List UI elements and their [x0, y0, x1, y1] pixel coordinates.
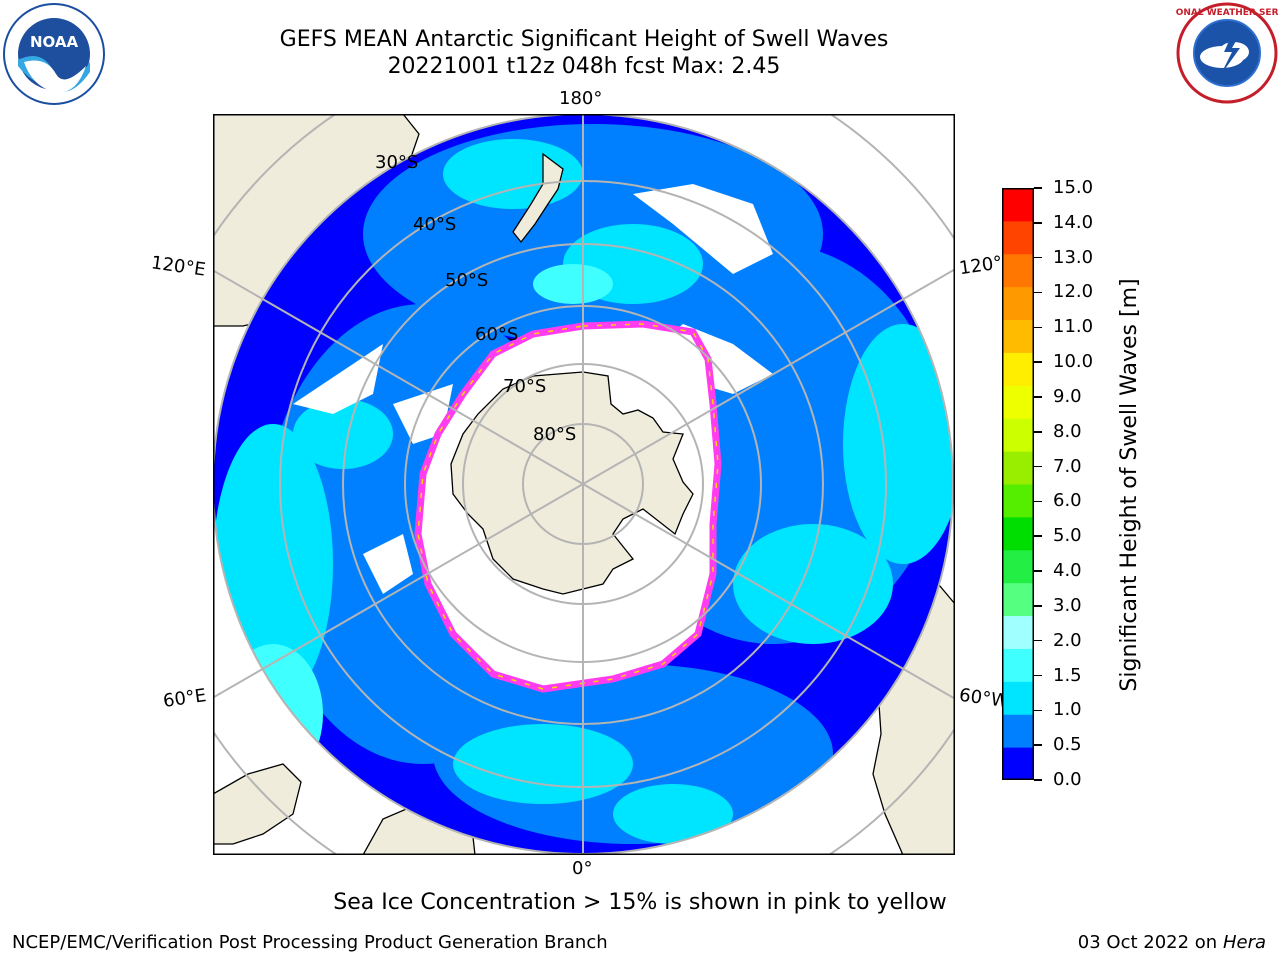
colorbar-tick-label: 0.0 [1053, 769, 1082, 790]
title-line-1: GEFS MEAN Antarctic Significant Height o… [279, 27, 889, 52]
colorbar-segment [1002, 681, 1034, 715]
meridian-line [582, 483, 955, 700]
colorbar-tick-label: 1.0 [1053, 699, 1082, 721]
colorbar-tick-mark [1034, 639, 1042, 642]
footer-date-text: 03 Oct 2022 on [1077, 932, 1223, 953]
colorbar-segment [1002, 484, 1034, 518]
footer-host: Hera [1222, 932, 1266, 953]
colorbar-tick-mark [1034, 500, 1042, 503]
colorbar-tick-mark [1034, 570, 1042, 572]
colorbar-segment [1002, 220, 1034, 255]
meridian-line [213, 483, 584, 699]
lat-label-60s: 60°S [475, 324, 519, 345]
polar-map-canvas [213, 114, 955, 855]
colorbar [1002, 188, 1034, 780]
lon-label-0: 0° [572, 858, 593, 879]
colorbar-tick-label: 4.0 [1053, 560, 1082, 582]
national-weather-service-logo: NATIONAL WEATHER SERVICE [1176, 2, 1278, 104]
colorbar-tick-mark [1034, 535, 1042, 537]
colorbar-segment [1002, 615, 1034, 649]
polar-map: 180° 120°E 120°W 60°E 60°W 0° 30°S 40°S … [150, 88, 1022, 879]
colorbar-segment [1002, 747, 1034, 780]
new-zealand-landmass [512, 152, 564, 244]
colorbar-segment [1002, 253, 1034, 288]
colorbar-tick-label: 11.0 [1053, 316, 1094, 338]
lat-label-80s: 80°S [533, 424, 577, 445]
colorbar-segment [1002, 188, 1034, 222]
antarctica-landmass [450, 371, 694, 595]
colorbar-segment [1002, 319, 1034, 353]
colorbar-tick-label: 0.5 [1053, 734, 1082, 756]
colorbar-tick-label: 14.0 [1053, 211, 1094, 233]
lon-label-180: 180° [559, 88, 603, 109]
colorbar-segment [1002, 352, 1034, 386]
map-title: GEFS MEAN Antarctic Significant Height o… [234, 26, 934, 80]
colorbar-tick-mark [1034, 222, 1042, 224]
svg-text:NOAA: NOAA [30, 33, 79, 51]
africa-landmass [213, 763, 302, 845]
footer-credit: NCEP/EMC/Verification Post Processing Pr… [12, 932, 608, 953]
colorbar-tick-label: 15.0 [1053, 177, 1094, 198]
colorbar-segment [1002, 714, 1034, 748]
colorbar-tick-label: 10.0 [1053, 351, 1094, 373]
colorbar-tick-label: 6.0 [1053, 490, 1082, 512]
colorbar-segment [1002, 451, 1034, 485]
colorbar-tick-label: 8.0 [1053, 420, 1082, 442]
colorbar-tick-mark [1034, 256, 1042, 259]
colorbar-tick-mark [1034, 465, 1042, 468]
colorbar-tick-label: 13.0 [1053, 246, 1094, 268]
colorbar-tick-mark [1034, 431, 1042, 433]
footer-date: 03 Oct 2022 on Hera [1078, 932, 1266, 953]
colorbar-tick-mark [1034, 361, 1042, 363]
colorbar-tick-label: 2.0 [1053, 629, 1082, 651]
colorbar-tick-mark [1034, 709, 1042, 712]
meridian-line [582, 268, 955, 485]
colorbar-segment [1002, 286, 1034, 321]
colorbar-label: Significant Height of Swell Waves [m] [1117, 278, 1142, 692]
colorbar-tick-mark [1034, 779, 1042, 781]
colorbar-tick-label: 9.0 [1053, 385, 1082, 407]
colorbar-tick-label: 1.5 [1053, 664, 1082, 686]
lat-label-30s: 30°S [375, 152, 419, 173]
lat-label-50s: 50°S [445, 270, 489, 291]
colorbar-tick-mark [1034, 291, 1042, 294]
colorbar-tick-mark [1034, 187, 1042, 189]
noaa-logo: NOAA [3, 3, 105, 105]
colorbar-segment [1002, 648, 1034, 682]
svg-text:NATIONAL WEATHER SERVICE: NATIONAL WEATHER SERVICE [1176, 8, 1278, 18]
meridian-line [213, 269, 584, 485]
colorbar-tick-mark [1034, 326, 1042, 329]
colorbar-tick-mark [1034, 605, 1042, 607]
colorbar-segment [1002, 549, 1034, 584]
lon-label-60e: 60°E [161, 685, 208, 712]
colorbar-segment [1002, 582, 1034, 617]
colorbar-tick-label: 3.0 [1053, 594, 1082, 616]
sea-ice-note: Sea Ice Concentration > 15% is shown in … [333, 890, 947, 915]
colorbar-tick-label: 5.0 [1053, 525, 1082, 547]
title-line-2: 20221001 t12z 048h fcst Max: 2.45 [387, 54, 781, 79]
colorbar-tick-label: 7.0 [1053, 455, 1082, 477]
colorbar-segment [1002, 418, 1034, 452]
colorbar-segment [1002, 385, 1034, 419]
lon-label-120e: 120°E [149, 252, 207, 281]
colorbar-tick-mark [1034, 744, 1042, 746]
lat-label-40s: 40°S [413, 214, 457, 235]
lat-label-70s: 70°S [503, 376, 547, 397]
colorbar-tick-mark [1034, 396, 1042, 398]
colorbar-tick-label: 12.0 [1053, 281, 1094, 303]
colorbar-segment [1002, 516, 1034, 551]
colorbar-tick-mark [1034, 674, 1042, 677]
ocean-disc [213, 114, 953, 854]
